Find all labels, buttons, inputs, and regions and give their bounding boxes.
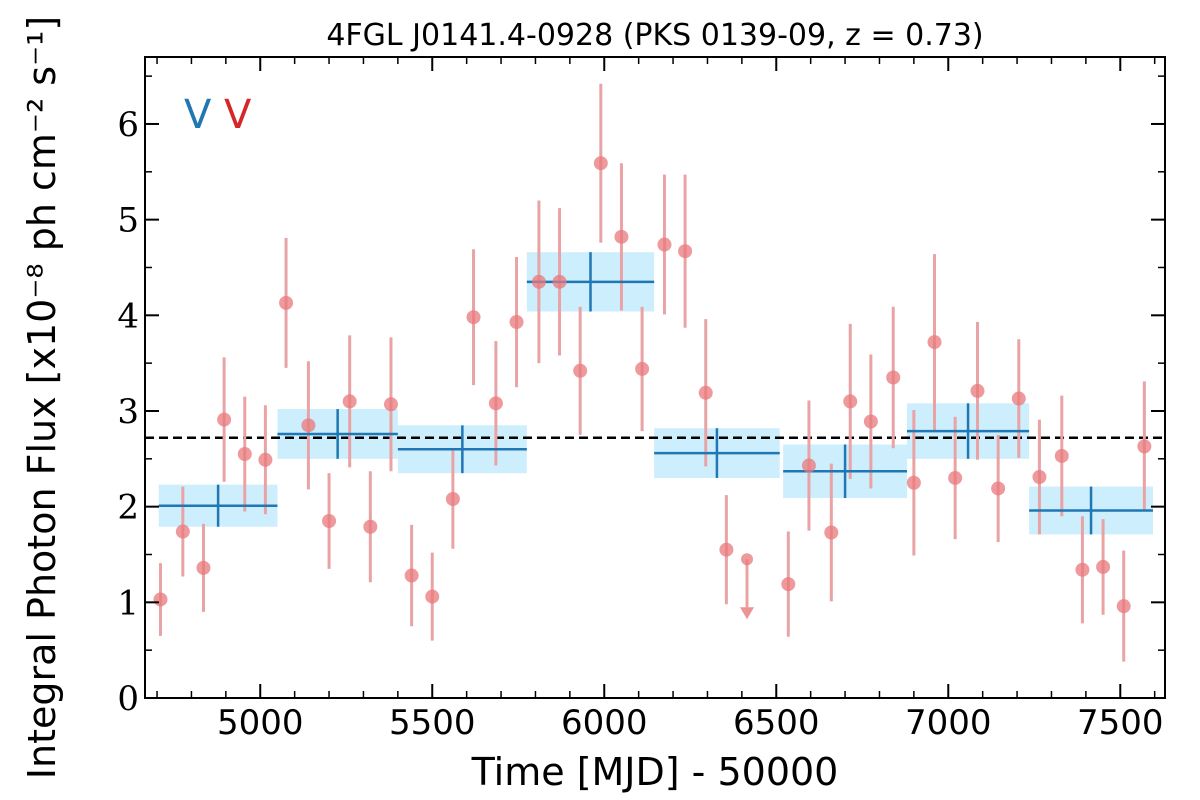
data-point xyxy=(991,481,1006,496)
data-point xyxy=(863,414,878,429)
x-tick-label: 6500 xyxy=(733,703,820,743)
data-point xyxy=(573,363,588,378)
x-tick-label: 7000 xyxy=(905,703,992,743)
data-point xyxy=(509,315,524,330)
y-tick-label: 4 xyxy=(117,296,139,336)
x-tick-label: 5000 xyxy=(217,703,304,743)
data-point xyxy=(1116,599,1131,614)
data-point xyxy=(279,295,294,310)
data-point xyxy=(614,229,629,244)
chart-title: 4FGL J0141.4-0928 (PKS 0139-09, z = 0.73… xyxy=(326,18,983,53)
x-axis-label: Time [MJD] - 50000 xyxy=(471,750,839,794)
data-point xyxy=(948,470,963,485)
data-point xyxy=(363,519,378,534)
data-point xyxy=(425,589,440,604)
x-tick-label: 7500 xyxy=(1077,703,1164,743)
data-point xyxy=(383,397,398,412)
data-point xyxy=(175,524,190,539)
data-point xyxy=(698,385,713,400)
data-point xyxy=(635,361,650,376)
data-point xyxy=(927,335,942,350)
y-axis-label: Integral Photon Flux [x10⁻⁸ ph cm⁻² s⁻¹] xyxy=(20,16,64,779)
y-tick-label: 6 xyxy=(117,105,139,145)
x-tick-label: 6000 xyxy=(561,703,648,743)
data-point xyxy=(1137,439,1152,454)
data-point xyxy=(886,370,901,385)
y-tick-label: 5 xyxy=(117,201,139,241)
data-point xyxy=(404,568,419,583)
data-point xyxy=(970,383,985,398)
data-point xyxy=(196,560,211,575)
data-point xyxy=(217,412,232,427)
data-point xyxy=(1075,562,1090,577)
data-point xyxy=(153,592,168,607)
data-point xyxy=(445,492,460,507)
data-point xyxy=(322,514,337,529)
y-tick-label: 1 xyxy=(117,583,139,623)
y-tick-label: 0 xyxy=(117,679,139,719)
data-point xyxy=(801,458,816,473)
data-point xyxy=(531,274,546,289)
data-point xyxy=(1096,559,1111,574)
data-point xyxy=(1054,448,1069,463)
data-point xyxy=(552,274,567,289)
data-point xyxy=(488,396,503,411)
legend-entry-label: V xyxy=(184,92,212,138)
data-point xyxy=(258,452,273,467)
data-point xyxy=(678,244,693,259)
data-point xyxy=(843,394,858,409)
data-point xyxy=(906,475,921,490)
plot-area xyxy=(145,83,1165,662)
upper-limit-arrow xyxy=(740,607,755,620)
data-point xyxy=(1011,391,1026,406)
data-point xyxy=(1032,469,1047,484)
data-point xyxy=(824,525,839,540)
y-tick-label: 3 xyxy=(117,392,139,432)
data-point xyxy=(781,577,796,592)
upper-limit-point xyxy=(741,553,754,566)
data-point xyxy=(657,237,672,252)
data-point xyxy=(466,310,481,325)
x-tick-label: 5500 xyxy=(389,703,476,743)
data-point xyxy=(719,542,734,557)
plot-frame xyxy=(144,56,1166,699)
data-point xyxy=(593,156,608,171)
data-point xyxy=(237,447,252,462)
data-point xyxy=(301,418,316,433)
legend-entry-label: V xyxy=(224,92,252,138)
data-point xyxy=(342,394,357,409)
axes: 5000 5500 6000 6500 7000 7500 0 1 2 3 4 5 6 xyxy=(117,57,1165,743)
y-tick-label: 2 xyxy=(117,488,139,528)
